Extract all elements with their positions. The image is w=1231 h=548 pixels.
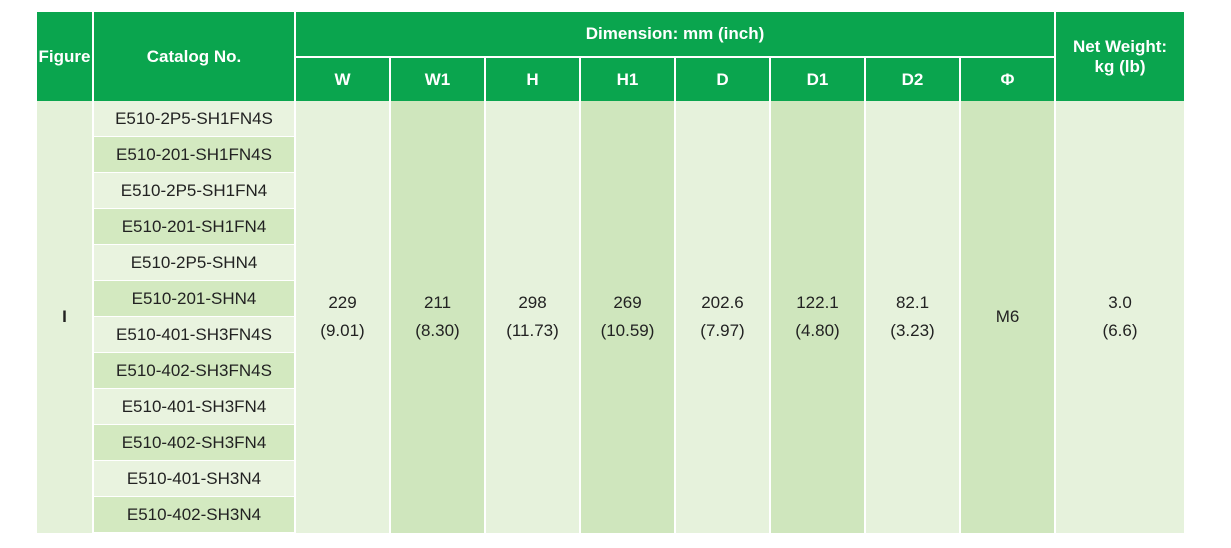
dim-d-mm: 202.6 (701, 292, 744, 312)
dim-w-inch: (9.01) (320, 320, 365, 340)
dim-cell-phi: M6 (958, 101, 1056, 533)
catalog-cell: E510-2P5-SH1FN4 (92, 172, 295, 209)
header-col-w: W (294, 56, 390, 101)
dim-w1-inch: (8.30) (415, 320, 460, 340)
dim-d1-mm: 122.1 (796, 292, 839, 312)
header-catalog-no: Catalog No. (92, 12, 295, 101)
dim-d1-inch: (4.80) (795, 320, 840, 340)
dim-h1-inch: (10.59) (600, 320, 655, 340)
catalog-cell: E510-402-SH3FN4S (92, 352, 295, 389)
weight-cell: 3.0 (6.6) (1054, 101, 1185, 533)
dim-d2-mm: 82.1 (895, 292, 930, 312)
catalog-cell: E510-402-SH3N4 (92, 496, 295, 533)
header-figure: Figure (37, 12, 93, 101)
dim-w1-mm: 211 (423, 292, 452, 312)
catalog-cell: E510-401-SH3FN4 (92, 388, 295, 425)
dim-cell-h: 298 (11.73) (484, 101, 580, 533)
header-net-weight-line2: kg (lb) (1094, 56, 1146, 76)
catalog-cell: E510-401-SH3N4 (92, 460, 295, 497)
catalog-cell: E510-201-SHN4 (92, 280, 295, 317)
header-col-w1: W1 (389, 56, 485, 101)
dim-w-mm: 229 (328, 292, 357, 312)
catalog-cell: E510-201-SH1FN4S (92, 136, 295, 173)
dim-cell-d: 202.6 (7.97) (674, 101, 770, 533)
figure-cell: I (37, 101, 93, 533)
catalog-cell: E510-201-SH1FN4 (92, 208, 295, 245)
header-col-d2: D2 (864, 56, 960, 101)
weight-kg: 3.0 (1108, 292, 1132, 312)
dim-cell-d1: 122.1 (4.80) (769, 101, 865, 533)
dim-cell-w: 229 (9.01) (294, 101, 390, 533)
dim-d-inch: (7.97) (700, 320, 745, 340)
header-dimension-group: Dimension: mm (inch) (293, 12, 1056, 57)
dim-h1-mm: 269 (613, 292, 642, 312)
dim-cell-h1: 269 (10.59) (579, 101, 675, 533)
dim-d2-inch: (3.23) (890, 320, 935, 340)
catalog-cell: E510-401-SH3FN4S (92, 316, 295, 353)
dim-h-mm: 298 (518, 292, 547, 312)
header-col-phi: Φ (958, 56, 1056, 101)
header-col-h1: H1 (579, 56, 675, 101)
catalog-cell: E510-402-SH3FN4 (92, 424, 295, 461)
header-col-d: D (674, 56, 770, 101)
header-col-d1: D1 (769, 56, 865, 101)
catalog-cell: E510-2P5-SHN4 (92, 244, 295, 281)
header-col-h: H (484, 56, 580, 101)
dim-h-inch: (11.73) (506, 320, 559, 340)
dimension-table: Figure Catalog No. Dimension: mm (inch) … (37, 12, 1185, 533)
weight-lb: (6.6) (1102, 320, 1138, 340)
dim-phi-value: M6 (995, 306, 1020, 326)
dim-cell-d2: 82.1 (3.23) (864, 101, 960, 533)
dim-cell-w1: 211 (8.30) (389, 101, 485, 533)
header-net-weight: Net Weight: kg (lb) (1054, 12, 1185, 101)
header-net-weight-line1: Net Weight: (1072, 36, 1168, 56)
catalog-cell: E510-2P5-SH1FN4S (92, 101, 295, 137)
